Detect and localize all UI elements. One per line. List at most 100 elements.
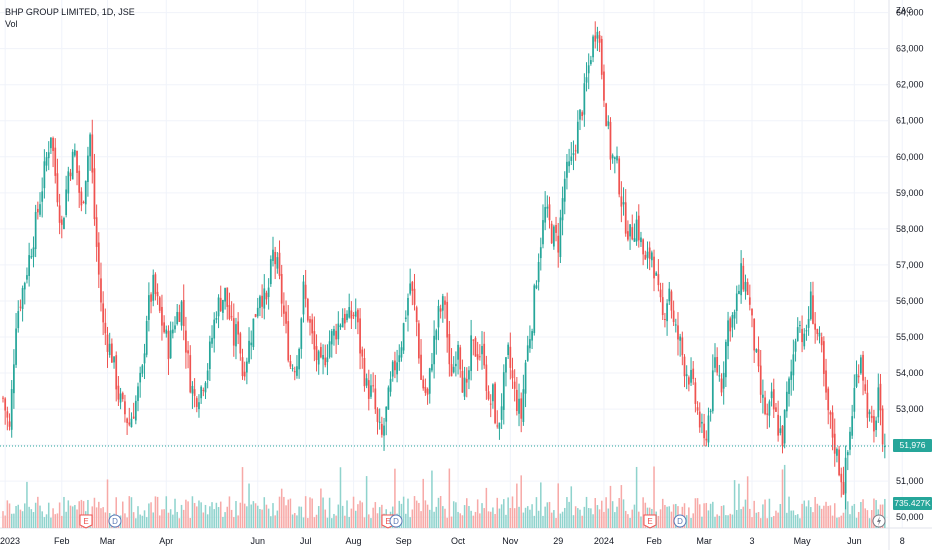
earnings-icon[interactable] (79, 514, 93, 529)
candle-body (552, 226, 555, 247)
candle-body (822, 341, 825, 374)
candle-body (180, 301, 183, 326)
candle-body (30, 256, 33, 258)
volume-bar (76, 509, 78, 528)
volume-bar (587, 508, 590, 528)
volume-bar (470, 510, 472, 528)
candle-body (335, 330, 338, 340)
candle-body (535, 285, 538, 289)
dividend-icon[interactable] (389, 514, 403, 528)
volume-bar (803, 500, 806, 528)
candle-body (143, 353, 146, 364)
candle-body (725, 341, 727, 378)
time-axis-tick-label: Feb (54, 536, 70, 546)
candle-body (600, 38, 603, 75)
volume-bar (415, 500, 418, 528)
volume-bar (372, 507, 374, 528)
candle-body (611, 155, 614, 159)
dividend-icon[interactable] (108, 514, 122, 528)
candle-body (315, 346, 318, 361)
volume-indicator-label[interactable]: Vol (5, 19, 18, 29)
volume-bar (187, 501, 189, 528)
candle-body (694, 382, 697, 404)
candle-body (472, 339, 475, 341)
candle-body (158, 297, 161, 311)
volume-bar (725, 515, 727, 528)
candle-body (777, 414, 780, 436)
volume-bar (409, 517, 411, 528)
volume-bar (740, 509, 742, 528)
candle-body (102, 303, 105, 323)
candle-body (842, 481, 845, 495)
volume-bar (376, 513, 379, 528)
volume-bar (230, 509, 233, 528)
volume-bar (339, 467, 342, 528)
volume-bar (357, 504, 359, 528)
candle-body (679, 336, 682, 341)
candle-body (620, 196, 623, 207)
currency-label[interactable]: ZAC (896, 6, 912, 15)
volume-bar (757, 511, 760, 528)
volume-bar (322, 497, 324, 528)
volume-bar (810, 507, 812, 528)
volume-bar (696, 498, 699, 528)
symbol-title[interactable]: BHP GROUP LIMITED, 1D, JSE (5, 7, 135, 17)
volume-bar (481, 503, 483, 528)
volume-bar (775, 510, 777, 528)
volume-bar (350, 508, 353, 528)
dividend-icon[interactable] (673, 514, 687, 528)
candle-body (766, 413, 769, 415)
volume-bar (685, 515, 688, 528)
volume-bar (840, 515, 843, 528)
candle-body (350, 310, 353, 319)
volume-bar (69, 505, 72, 528)
volume-bar (241, 467, 244, 528)
volume-bar (707, 510, 710, 528)
volume-bar (67, 500, 70, 528)
candle-body (89, 134, 91, 157)
volume-bar (466, 498, 468, 528)
candle-body (76, 150, 78, 173)
volume-bar (529, 509, 531, 528)
volume-bar (261, 509, 263, 528)
volume-bar (141, 515, 144, 528)
candle-body (80, 191, 83, 206)
candle-body (485, 364, 488, 391)
candle-body (468, 370, 470, 380)
candle-body (452, 366, 455, 373)
volume-bar (47, 502, 50, 528)
candle-body (228, 305, 231, 319)
candle-body (298, 349, 300, 370)
candle-body (631, 227, 634, 240)
candle-body (128, 422, 131, 425)
candle-body (753, 319, 756, 351)
candle-body (459, 347, 462, 370)
volume-bar (202, 512, 205, 528)
volume-bar (770, 517, 773, 528)
candle-body (855, 374, 858, 387)
candle-body (775, 407, 777, 412)
candle-body (481, 346, 483, 355)
time-axis-tick-label: Sep (396, 536, 412, 546)
candle-body (285, 311, 287, 324)
candle-body (283, 305, 285, 314)
volume-bar (561, 511, 564, 528)
candle-body (590, 60, 592, 64)
candle-body (380, 423, 383, 435)
candle-body (624, 202, 627, 234)
candle-body (864, 384, 867, 391)
volume-bar (520, 475, 522, 528)
volume-bar (317, 506, 320, 528)
candle-body (518, 398, 520, 414)
dividend-icon-letter: D (677, 517, 683, 526)
volume-bar (629, 517, 631, 528)
candle-body (241, 357, 244, 377)
earnings-icon[interactable] (643, 514, 657, 529)
candle-body (709, 410, 712, 413)
volume-bar (189, 518, 192, 528)
volume-bar (755, 512, 758, 528)
volume-bar (289, 498, 292, 528)
candle-body (4, 398, 7, 411)
volume-bar (228, 496, 231, 528)
